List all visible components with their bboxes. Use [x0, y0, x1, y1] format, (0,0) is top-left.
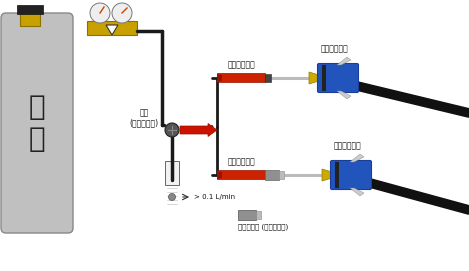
- Text: 工业烟气探针: 工业烟气探针: [334, 141, 362, 150]
- Circle shape: [112, 3, 132, 23]
- FancyArrow shape: [180, 124, 217, 137]
- Circle shape: [165, 123, 179, 137]
- Bar: [17, 5, 43, 14]
- Bar: [165, 161, 179, 185]
- Polygon shape: [309, 72, 319, 84]
- Bar: [265, 170, 279, 180]
- Circle shape: [90, 3, 110, 23]
- Polygon shape: [350, 154, 364, 162]
- Text: 标
气: 标 气: [29, 93, 45, 153]
- Bar: [256, 211, 261, 219]
- Bar: [322, 65, 326, 91]
- Bar: [265, 74, 271, 82]
- FancyBboxPatch shape: [331, 160, 371, 189]
- Text: 变径直通软管: 变径直通软管: [227, 60, 255, 69]
- Text: 变径直通软管: 变径直通软管: [227, 157, 255, 166]
- Polygon shape: [217, 171, 222, 179]
- Text: > 0.1 L/min: > 0.1 L/min: [194, 194, 235, 200]
- Circle shape: [168, 193, 175, 201]
- Bar: [217, 73, 265, 82]
- Bar: [87, 21, 137, 35]
- Polygon shape: [106, 25, 118, 35]
- Polygon shape: [337, 57, 351, 65]
- Bar: [217, 170, 265, 179]
- Polygon shape: [322, 169, 332, 181]
- FancyBboxPatch shape: [1, 13, 73, 233]
- Bar: [238, 210, 256, 220]
- Polygon shape: [217, 74, 222, 82]
- Text: 三通
(带调节阀门): 三通 (带调节阀门): [129, 108, 159, 127]
- Polygon shape: [350, 188, 364, 196]
- FancyBboxPatch shape: [318, 63, 358, 92]
- Bar: [20, 12, 40, 26]
- Bar: [335, 162, 339, 188]
- Text: 卸下过滤器 (逆时针旋转): 卸下过滤器 (逆时针旋转): [238, 223, 288, 230]
- Text: 高湿低硫探针: 高湿低硫探针: [321, 44, 349, 53]
- Bar: [279, 171, 284, 179]
- Polygon shape: [337, 91, 351, 99]
